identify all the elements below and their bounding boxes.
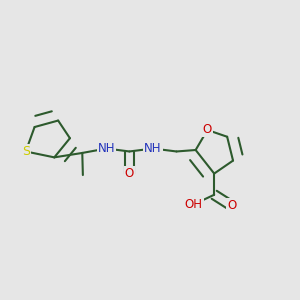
Text: NH: NH (98, 142, 115, 155)
Text: OH: OH (184, 198, 202, 211)
Text: O: O (125, 167, 134, 180)
Text: S: S (22, 145, 30, 158)
Text: O: O (227, 200, 236, 212)
Text: O: O (203, 124, 212, 136)
Text: NH: NH (144, 142, 162, 155)
